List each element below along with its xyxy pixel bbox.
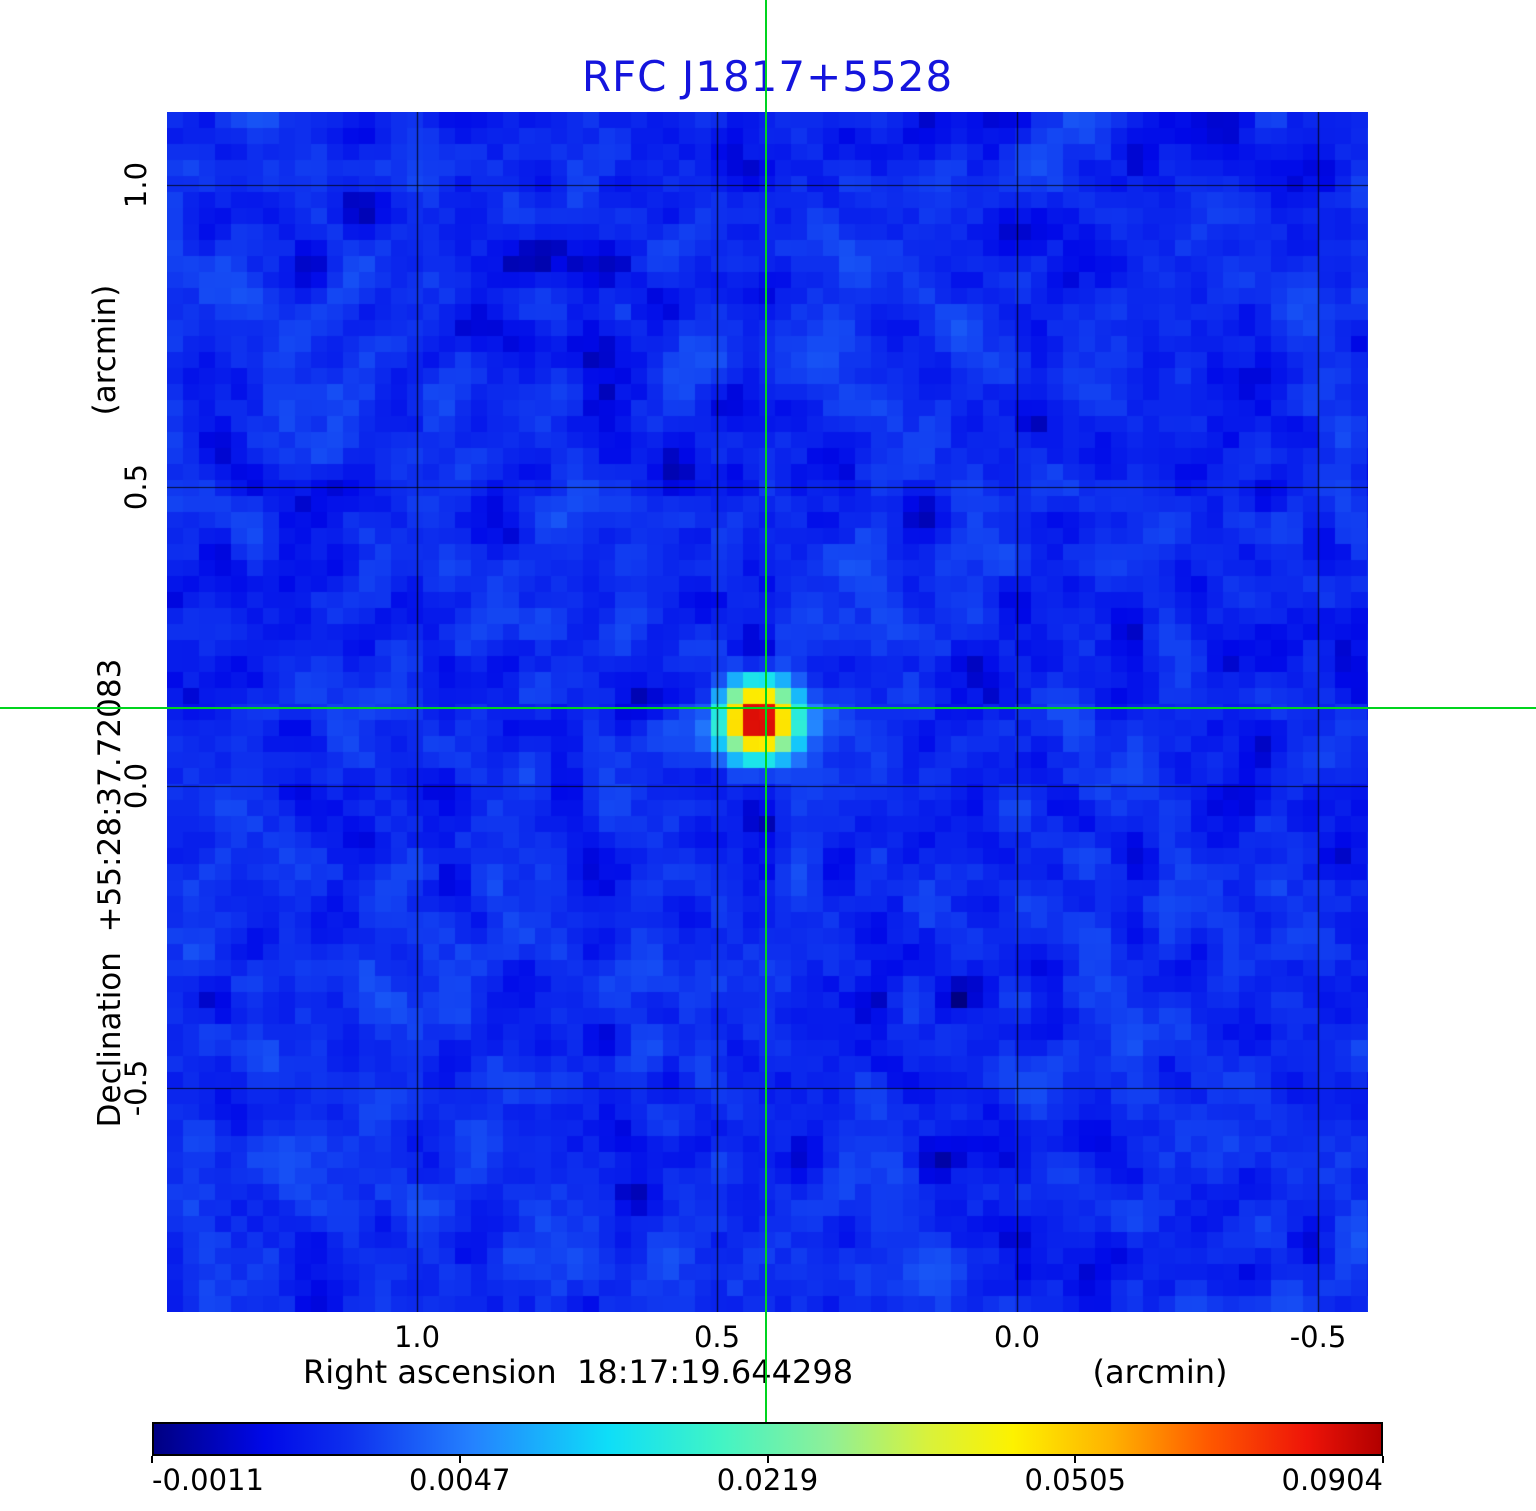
plot-title: RFC J1817+5528 — [581, 52, 954, 101]
y-tick-label: 0.5 — [119, 463, 153, 511]
colorbar-tick-mark — [766, 1456, 769, 1463]
x-axis-label: Right ascension 18:17:19.644298 — [302, 1353, 854, 1391]
x-axis-unit-label: (arcmin) — [1092, 1353, 1228, 1391]
colorbar-tick-label: -0.0011 — [152, 1463, 264, 1497]
y-axis-unit-label: (arcmin) — [87, 284, 123, 416]
x-tick-label: 0.5 — [693, 1320, 741, 1354]
colorbar-tick-mark — [458, 1456, 461, 1463]
colorbar — [152, 1422, 1383, 1456]
colorbar-tick-label: 0.0047 — [409, 1463, 511, 1497]
sky-map-canvas — [167, 112, 1368, 1312]
colorbar-tick-mark — [1074, 1456, 1077, 1463]
crosshair-horizontal-line — [0, 707, 1536, 709]
colorbar-tick-label: 0.0904 — [1281, 1463, 1383, 1497]
colorbar-tick-mark — [1382, 1456, 1384, 1463]
x-tick-label: 1.0 — [393, 1320, 441, 1354]
colorbar-tick-label: 0.0219 — [716, 1463, 819, 1497]
crosshair-vertical-line — [765, 0, 767, 1422]
x-tick-label: -0.5 — [1289, 1320, 1347, 1354]
y-axis-label: Declination +55:28:37.72083 — [92, 658, 128, 1128]
y-tick-label: -0.5 — [119, 1059, 153, 1117]
x-tick-label: 0.0 — [993, 1320, 1041, 1354]
y-tick-label: 1.0 — [119, 161, 153, 209]
colorbar-tick-mark — [151, 1456, 153, 1463]
colorbar-tick-label: 0.0505 — [1024, 1463, 1126, 1497]
y-tick-label: 0.0 — [119, 762, 153, 810]
